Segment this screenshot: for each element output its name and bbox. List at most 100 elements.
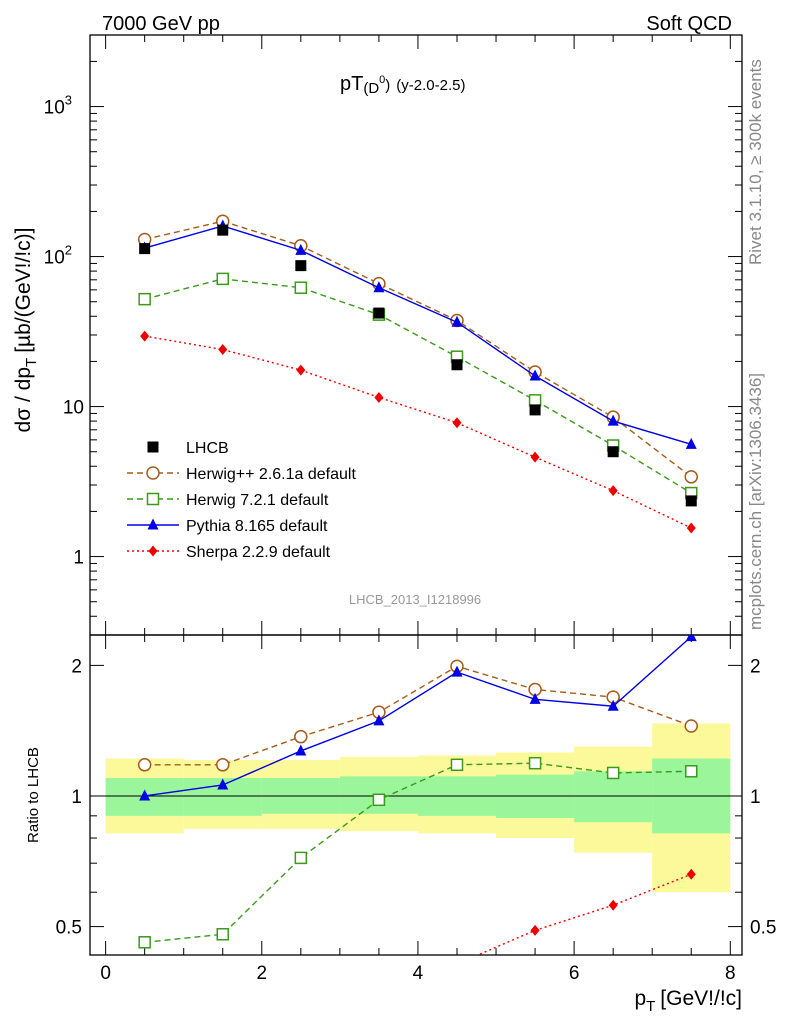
- data-point: [373, 281, 385, 293]
- data-point: [294, 729, 308, 744]
- data-point: [529, 692, 541, 704]
- ratio-panel: 0.5 0.5 1 1 2 2 0 2 4 6 8: [56, 634, 776, 984]
- data-point: [373, 307, 385, 319]
- data-point: [452, 417, 462, 429]
- data-point: [451, 315, 463, 327]
- legend-label: Herwig 7.2.1 default: [186, 492, 329, 509]
- data-point: [528, 756, 542, 770]
- series-line-3: [144, 225, 692, 446]
- data-point: [684, 470, 698, 484]
- data-point: [529, 404, 541, 416]
- ylabel-text: dσ / dp: [12, 367, 35, 433]
- series-line-1: [144, 762, 692, 943]
- y-tick-label: 102: [44, 243, 72, 269]
- uncertainty-band-green: [574, 771, 653, 823]
- mcplots-label: mcplots.cern.ch [arXiv:1306.3436]: [746, 373, 765, 630]
- ratio-series: [137, 635, 698, 969]
- data-point: [372, 793, 386, 807]
- y-tick-label-sup: 3: [65, 93, 72, 108]
- ratio-y-tick-label-right: 0.5: [750, 918, 776, 939]
- data-point: [529, 369, 541, 381]
- data-point: [294, 851, 308, 865]
- series-line-1: [144, 220, 692, 478]
- legend-marker: [146, 492, 160, 506]
- data-point: [607, 446, 619, 458]
- y-tick-label: 10: [63, 398, 84, 419]
- y-tick-label-sup: 2: [65, 243, 72, 258]
- header-right: Soft QCD: [646, 13, 732, 35]
- data-point: [139, 243, 151, 255]
- data-point: [138, 292, 151, 306]
- data-point: [530, 451, 540, 463]
- legend-marker: [147, 441, 159, 453]
- data-point: [608, 899, 618, 911]
- series-line-3: [476, 873, 692, 955]
- data-point: [294, 281, 308, 294]
- data-point: [217, 224, 229, 236]
- rivet-label: Rivet 3.1.10, ≥ 300k events: [746, 59, 765, 265]
- title-close: ): [385, 77, 390, 94]
- xlabel-text: p: [634, 987, 646, 1010]
- data-point: [685, 495, 697, 507]
- title-range: (y-2.0-2.5): [396, 77, 465, 94]
- data-point: [295, 744, 307, 756]
- data-point: [218, 344, 228, 356]
- legend-label: Pythia 8.165 default: [186, 518, 328, 535]
- legend-marker: [147, 518, 159, 530]
- analysis-tag: LHCB_2013_I1218996: [349, 592, 481, 607]
- data-point: [685, 437, 697, 449]
- data-point: [139, 789, 151, 801]
- xlabel-units: [GeV!/!c]: [660, 987, 742, 1010]
- series-line-2: [144, 278, 692, 494]
- x-tick-label: 8: [725, 963, 736, 984]
- data-point: [452, 958, 461, 969]
- legend-label: Sherpa 2.2.9 default: [186, 544, 331, 561]
- y-tick-label-base: 10: [44, 98, 65, 119]
- series-line-2: [144, 636, 692, 797]
- data-point: [374, 391, 384, 403]
- ratio-frame: [89, 634, 743, 956]
- data-point: [608, 485, 618, 497]
- data-point: [451, 665, 463, 677]
- ratio-y-tick-label: 1: [71, 787, 82, 808]
- x-label: pT [GeV!/!c]: [634, 987, 742, 1015]
- xlabel-sub: T: [646, 998, 655, 1015]
- y-tick-label: 1: [73, 548, 84, 569]
- data-point: [295, 243, 307, 255]
- y-tick-label-base: 10: [44, 248, 65, 269]
- data-point: [684, 719, 698, 733]
- data-point: [530, 924, 540, 936]
- legend: LHCB Herwig++ 2.6.1a default Herwig 7.2.1 …: [127, 440, 356, 561]
- ratio-ylabel: Ratio to LHCB: [25, 747, 42, 843]
- data-point: [451, 359, 463, 371]
- data-point: [216, 928, 229, 941]
- data-point: [373, 714, 385, 726]
- x-tick-label: 6: [569, 963, 580, 984]
- data-point: [606, 766, 620, 780]
- data-point: [607, 699, 619, 711]
- data-point: [528, 394, 542, 407]
- ratio-y-tick-label: 0.5: [56, 918, 82, 939]
- data-point: [215, 758, 230, 772]
- ylabel-sub: T: [23, 358, 40, 367]
- legend-marker: [148, 545, 158, 557]
- title-sub: (D: [363, 80, 379, 97]
- data-point: [450, 758, 464, 772]
- data-point: [686, 522, 696, 534]
- x-tick-label: 0: [100, 963, 111, 984]
- data-point: [607, 414, 619, 426]
- data-point: [295, 260, 307, 272]
- legend-label: Herwig++ 2.6.1a default: [186, 466, 356, 483]
- legend-label: LHCB: [186, 440, 229, 457]
- data-point: [216, 272, 229, 286]
- data-point: [137, 758, 152, 772]
- series-line-4: [144, 335, 692, 529]
- data-point: [140, 330, 150, 342]
- data-point: [138, 936, 151, 949]
- ylabel-units: [µb/(GeV!/!c)]: [12, 228, 35, 353]
- data-point: [686, 868, 696, 880]
- data-point: [217, 778, 229, 790]
